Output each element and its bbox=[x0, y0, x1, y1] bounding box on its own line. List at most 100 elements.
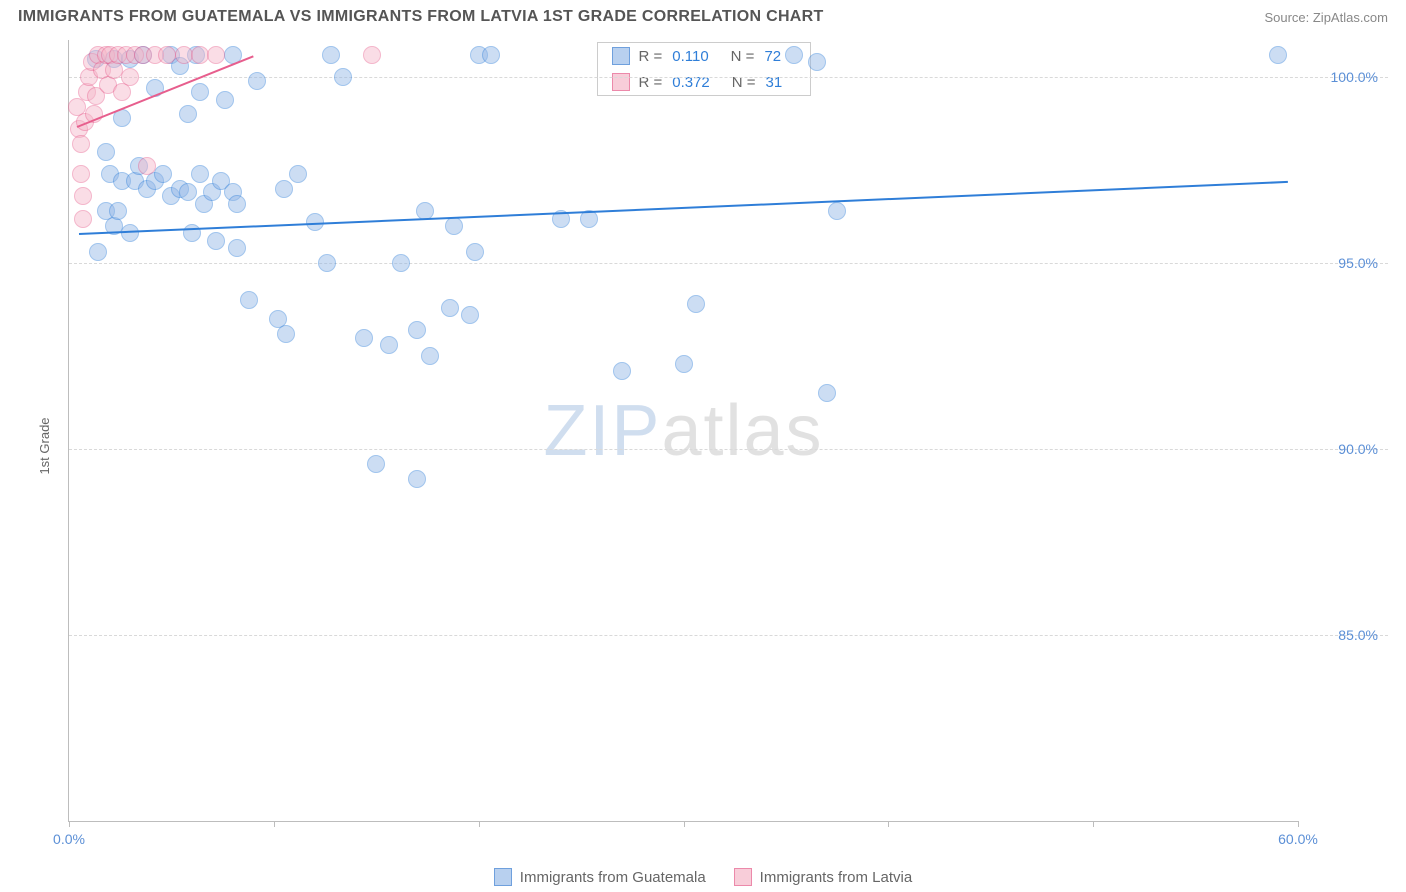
data-point bbox=[334, 68, 352, 86]
data-point bbox=[392, 254, 410, 272]
watermark-part-a: ZIP bbox=[543, 391, 661, 471]
source-attribution: Source: ZipAtlas.com bbox=[1264, 10, 1388, 25]
chart-title: IMMIGRANTS FROM GUATEMALA VS IMMIGRANTS … bbox=[18, 8, 824, 26]
data-point bbox=[367, 455, 385, 473]
data-point bbox=[322, 46, 340, 64]
x-tick bbox=[274, 821, 275, 827]
x-tick bbox=[1298, 821, 1299, 827]
data-point bbox=[466, 243, 484, 261]
y-tick-label: 85.0% bbox=[1338, 627, 1378, 643]
data-point bbox=[445, 217, 463, 235]
legend-n-label: N = bbox=[731, 48, 755, 65]
gridline bbox=[69, 635, 1388, 636]
data-point bbox=[675, 355, 693, 373]
legend-swatch bbox=[734, 868, 752, 886]
data-point bbox=[216, 91, 234, 109]
data-point bbox=[74, 210, 92, 228]
data-point bbox=[175, 46, 193, 64]
data-point bbox=[818, 384, 836, 402]
data-point bbox=[355, 329, 373, 347]
legend-r-label: R = bbox=[638, 48, 662, 65]
data-point bbox=[380, 336, 398, 354]
data-point bbox=[207, 232, 225, 250]
x-tick bbox=[888, 821, 889, 827]
correlation-legend-box: R = 0.110 N = 72 R = 0.372 N = 31 bbox=[597, 42, 811, 96]
data-point bbox=[240, 291, 258, 309]
source-name: ZipAtlas.com bbox=[1313, 10, 1388, 25]
chart-header: IMMIGRANTS FROM GUATEMALA VS IMMIGRANTS … bbox=[0, 0, 1406, 30]
legend-r-value: 0.372 bbox=[672, 74, 710, 91]
data-point bbox=[154, 165, 172, 183]
data-point bbox=[121, 68, 139, 86]
plot-area: ZIPatlas R =0.110N =72R =0.372N =31 85.0… bbox=[68, 40, 1298, 822]
data-point bbox=[461, 306, 479, 324]
legend-n-value: 31 bbox=[766, 74, 783, 91]
legend-n-label: N = bbox=[732, 74, 756, 91]
data-point bbox=[179, 105, 197, 123]
watermark: ZIPatlas bbox=[543, 390, 823, 472]
legend-swatch bbox=[612, 47, 630, 65]
data-point bbox=[109, 202, 127, 220]
data-point bbox=[191, 83, 209, 101]
data-point bbox=[89, 243, 107, 261]
data-point bbox=[785, 46, 803, 64]
x-tick bbox=[684, 821, 685, 827]
data-point bbox=[74, 187, 92, 205]
trend-line bbox=[79, 181, 1288, 235]
data-point bbox=[1269, 46, 1287, 64]
watermark-part-b: atlas bbox=[661, 391, 823, 471]
legend-r-label: R = bbox=[638, 74, 662, 91]
legend-n-value: 72 bbox=[764, 48, 781, 65]
data-point bbox=[72, 165, 90, 183]
x-tick bbox=[479, 821, 480, 827]
data-point bbox=[613, 362, 631, 380]
x-tick-label: 0.0% bbox=[53, 831, 85, 847]
data-point bbox=[72, 135, 90, 153]
data-point bbox=[248, 72, 266, 90]
data-point bbox=[482, 46, 500, 64]
series-legend-item: Immigrants from Latvia bbox=[734, 868, 913, 886]
legend-row: R = 0.110 N = 72 bbox=[598, 43, 810, 69]
source-label: Source: bbox=[1264, 10, 1312, 25]
data-point bbox=[121, 224, 139, 242]
data-point bbox=[191, 165, 209, 183]
gridline bbox=[69, 77, 1388, 78]
data-point bbox=[808, 53, 826, 71]
data-point bbox=[441, 299, 459, 317]
y-axis-label: 1st Grade bbox=[37, 417, 52, 474]
x-tick bbox=[69, 821, 70, 827]
data-point bbox=[277, 325, 295, 343]
y-tick-label: 100.0% bbox=[1331, 69, 1378, 85]
data-point bbox=[421, 347, 439, 365]
data-point bbox=[318, 254, 336, 272]
gridline bbox=[69, 263, 1388, 264]
data-point bbox=[828, 202, 846, 220]
data-point bbox=[408, 321, 426, 339]
data-point bbox=[158, 46, 176, 64]
legend-row: R = 0.372 N = 31 bbox=[598, 69, 810, 95]
data-point bbox=[191, 46, 209, 64]
data-point bbox=[179, 183, 197, 201]
data-point bbox=[275, 180, 293, 198]
data-point bbox=[408, 470, 426, 488]
x-tick-label: 60.0% bbox=[1278, 831, 1318, 847]
legend-swatch bbox=[494, 868, 512, 886]
data-point bbox=[138, 157, 156, 175]
series-legend-label: Immigrants from Guatemala bbox=[520, 869, 706, 886]
legend-r-value: 0.110 bbox=[672, 48, 708, 65]
chart-container: 1st Grade ZIPatlas R = 0.110 N = 72 R = 0.372… bbox=[18, 40, 1388, 852]
data-point bbox=[228, 195, 246, 213]
data-point bbox=[228, 239, 246, 257]
y-tick-label: 90.0% bbox=[1338, 441, 1378, 457]
legend-swatch bbox=[612, 73, 630, 91]
x-tick bbox=[1093, 821, 1094, 827]
y-tick-label: 95.0% bbox=[1338, 255, 1378, 271]
series-legend-label: Immigrants from Latvia bbox=[760, 869, 913, 886]
series-legend-item: Immigrants from Guatemala bbox=[494, 868, 706, 886]
series-legend: Immigrants from Guatemala Immigrants from… bbox=[0, 868, 1406, 886]
gridline bbox=[69, 449, 1388, 450]
data-point bbox=[363, 46, 381, 64]
data-point bbox=[97, 143, 115, 161]
data-point bbox=[207, 46, 225, 64]
data-point bbox=[289, 165, 307, 183]
